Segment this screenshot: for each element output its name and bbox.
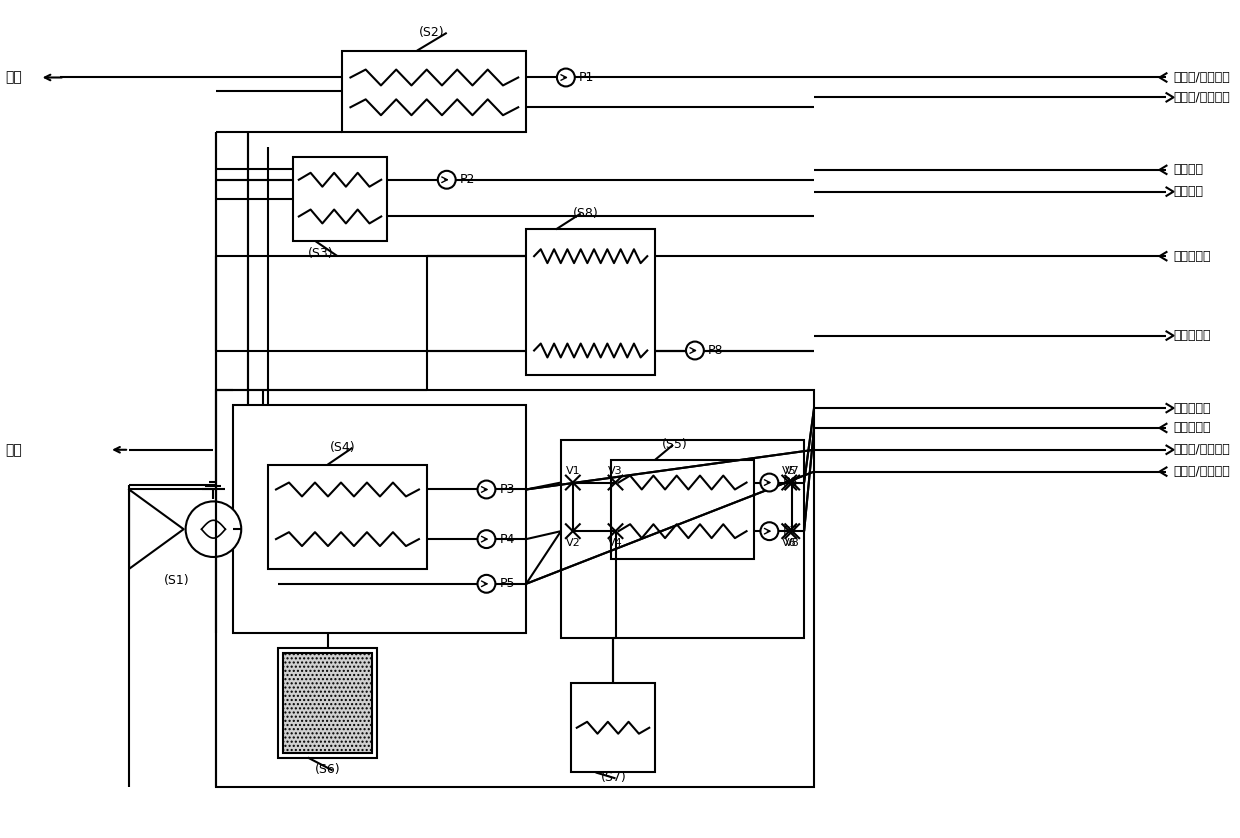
Text: V3: V3 [608, 466, 622, 476]
Circle shape [557, 69, 575, 86]
Text: (S4): (S4) [330, 442, 356, 454]
Text: V2: V2 [565, 538, 580, 548]
Text: (S2): (S2) [419, 26, 445, 39]
Circle shape [477, 575, 496, 592]
Text: P4: P4 [500, 533, 515, 546]
Text: 发电: 发电 [5, 442, 22, 457]
Circle shape [438, 171, 455, 189]
Text: P6: P6 [782, 476, 797, 489]
Text: (S3): (S3) [308, 246, 334, 260]
Bar [217, 391, 813, 788]
Text: 热水回水: 热水回水 [1173, 163, 1204, 176]
Text: (S7): (S7) [600, 771, 626, 784]
Text: P1: P1 [579, 71, 594, 84]
Text: V1: V1 [565, 466, 580, 476]
Text: V4: V4 [608, 538, 622, 548]
Circle shape [477, 480, 496, 499]
Text: V8: V8 [785, 538, 800, 548]
Text: P5: P5 [500, 577, 515, 590]
Bar [233, 405, 526, 634]
Text: 冷冻水供水: 冷冻水供水 [1173, 401, 1211, 415]
Text: (S8): (S8) [573, 207, 599, 220]
Bar [570, 683, 655, 773]
Text: 冷冻水回水: 冷冻水回水 [1173, 422, 1211, 434]
Circle shape [686, 342, 704, 360]
Text: P7: P7 [782, 525, 797, 538]
Text: V6: V6 [782, 538, 796, 548]
Bar [293, 157, 387, 241]
Text: 热水供水: 热水供水 [1173, 185, 1204, 198]
Text: P8: P8 [708, 344, 723, 357]
Circle shape [760, 522, 779, 541]
Bar [278, 649, 377, 758]
Text: 冷冻水/热水回水: 冷冻水/热水回水 [1173, 71, 1230, 84]
Bar [342, 50, 526, 132]
Text: 冷冻水/热水回水: 冷冻水/热水回水 [1173, 465, 1230, 478]
Text: P2: P2 [460, 173, 475, 186]
Text: 冷冻水/热水供水: 冷冻水/热水供水 [1173, 91, 1230, 104]
Text: 冷冻水供水: 冷冻水供水 [1173, 329, 1211, 342]
Bar [283, 654, 372, 753]
Text: 冷冻水/热水供水: 冷冻水/热水供水 [1173, 443, 1230, 456]
Bar [560, 440, 804, 639]
Bar [526, 230, 655, 375]
Text: P3: P3 [500, 483, 515, 496]
Text: 冷冻水回水: 冷冻水回水 [1173, 250, 1211, 262]
Circle shape [186, 501, 242, 557]
Text: (S6): (S6) [315, 763, 341, 776]
Text: (S5): (S5) [662, 438, 688, 452]
Bar [610, 460, 754, 559]
Circle shape [477, 530, 496, 548]
Bar [268, 464, 427, 569]
Text: (S1): (S1) [164, 574, 190, 587]
Text: 排烟: 排烟 [5, 70, 22, 85]
Circle shape [760, 473, 779, 491]
Text: V5: V5 [782, 466, 796, 476]
Text: V7: V7 [785, 466, 800, 476]
